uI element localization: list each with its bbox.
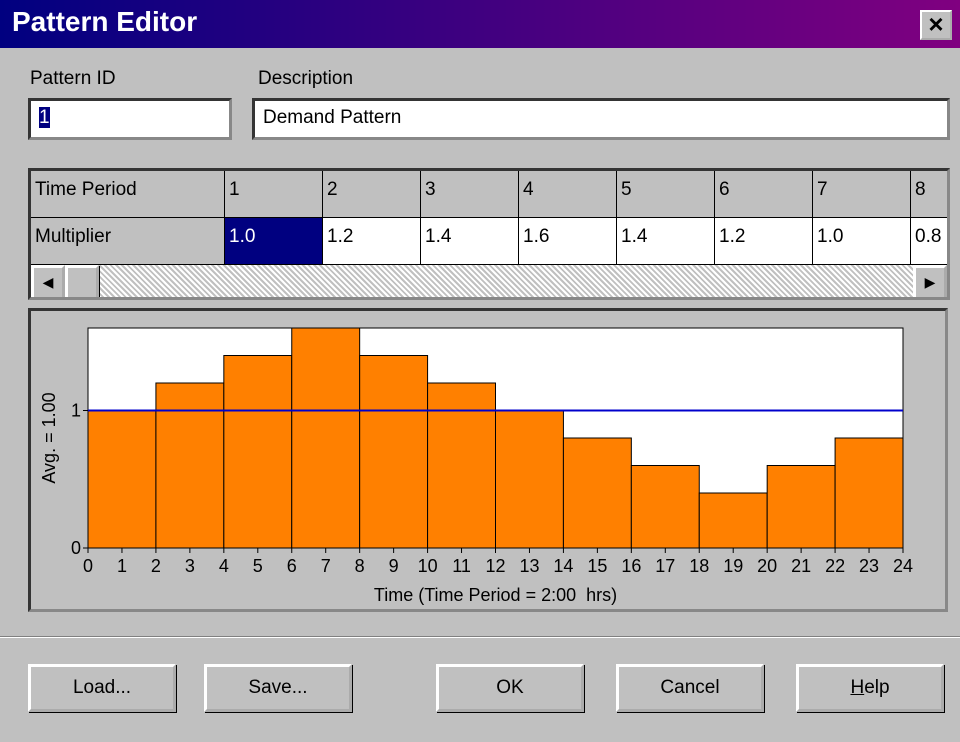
close-button[interactable]: × — [920, 10, 952, 40]
button[interactable]: Load... — [28, 664, 176, 712]
bar — [155, 382, 225, 549]
y-tick-label: 1 — [71, 401, 81, 421]
grid-cell[interactable]: 1.2 — [323, 218, 421, 265]
chart: 010 1 2 3 4 5 6 7 8 9 10 11 12 13 14 15 16 17 18 19 20 21 22 23… — [39, 327, 913, 605]
grid-cell[interactable]: 1.0 — [813, 218, 911, 265]
horizontal-scrollbar: ◀ ▶ — [31, 265, 947, 297]
bar — [630, 465, 700, 549]
x-tick-label: 13 — [519, 556, 539, 576]
grid-cell[interactable]: 0.8 — [911, 218, 947, 265]
separator — [0, 636, 960, 638]
title-bar — [0, 0, 960, 48]
scroll-thumb — [65, 265, 99, 297]
grid-column-header: 3 — [421, 171, 519, 218]
grid-cell[interactable]: 1.6 — [519, 218, 617, 265]
bar — [87, 410, 157, 549]
x-tick-label: 0 — [83, 556, 93, 576]
bar — [834, 437, 904, 549]
x-tick-label: 20 — [757, 556, 777, 576]
grid-column-header: 6 — [715, 171, 813, 218]
description-label: Description — [258, 68, 354, 89]
window-title: Pattern Editor — [12, 6, 198, 37]
bar — [359, 355, 429, 549]
x-tick-label: 10 — [418, 556, 438, 576]
x-axis-label: Time (Time Period = 2:00 hrs) — [374, 585, 617, 605]
pattern-id-input[interactable]: 1 — [28, 98, 232, 140]
x-tick-label: 11 — [452, 556, 471, 576]
x-tick-label: 23 — [859, 556, 879, 576]
chart-panel: 0 1 0 1 2 3 4 5 6 7 8 9 10 11 12 13 14 15 16 17 18 19 20 21 22 23… — [28, 308, 948, 612]
grid-column-header: 8 — [911, 171, 947, 218]
x-tick-label: 17 — [655, 556, 675, 576]
grid-row-label: Multiplier — [31, 218, 225, 265]
x-tick-label: 21 — [791, 556, 811, 576]
x-tick-label: 16 — [621, 556, 641, 576]
x-tick-label: 9 — [389, 556, 399, 576]
x-tick-label: 22 — [825, 556, 845, 576]
button[interactable]: Help — [796, 664, 944, 712]
pattern-id-label: Pattern ID — [30, 68, 116, 89]
bar — [698, 492, 768, 549]
x-tick-label: 2 — [151, 556, 161, 576]
button[interactable]: Save... — [204, 664, 352, 712]
bar — [562, 437, 632, 549]
x-tick-label: 19 — [723, 556, 743, 576]
grid-cell[interactable]: 1.2 — [715, 218, 813, 265]
grid-cell[interactable]: 1.4 — [421, 218, 519, 265]
x-tick-label: 8 — [355, 556, 365, 576]
bar — [291, 327, 361, 549]
grid-column-header: 1 — [225, 171, 323, 218]
bar — [495, 410, 564, 549]
bar — [766, 465, 836, 549]
x-tick-label: 1 — [117, 556, 127, 576]
x-tick-label: 15 — [587, 556, 607, 576]
y-tick-label: 0 — [71, 538, 81, 558]
scroll-right-button: ▶ — [913, 265, 947, 297]
button[interactable]: Cancel — [616, 664, 764, 712]
grid-cell[interactable]: 1.0 — [225, 218, 323, 265]
bar — [427, 382, 497, 549]
y-axis-label: Avg. = 1.00 — [39, 392, 59, 483]
pattern-id-value: 1 — [39, 107, 50, 128]
x-tick-label: 5 — [253, 556, 263, 576]
description-input[interactable]: Demand Pattern — [252, 98, 950, 140]
x-tick-label: 6 — [287, 556, 297, 576]
x-tick-label: 18 — [689, 556, 709, 576]
x-tick-label: 4 — [219, 556, 229, 576]
grid-column-header: 2 — [323, 171, 421, 218]
x-tick-label: 3 — [185, 556, 195, 576]
x-tick-label: 14 — [553, 556, 573, 576]
grid-column-header: 5 — [617, 171, 715, 218]
grid-column-header: 4 — [519, 171, 617, 218]
bar — [223, 355, 293, 549]
x-tick-label: 12 — [485, 556, 505, 576]
button[interactable]: OK — [436, 664, 584, 712]
grid-column-header: 7 — [813, 171, 911, 218]
x-tick-label: 24 — [893, 556, 913, 576]
scroll-left-button: ◀ — [31, 265, 65, 297]
pattern-grid: Time Period Multiplier 1 1.0 2 1.2 3 1.4 4 1.6 5 1.… — [28, 168, 950, 300]
x-tick-label: 7 — [321, 556, 331, 576]
grid-cell[interactable]: 1.4 — [617, 218, 715, 265]
grid-header-label: Time Period — [31, 171, 225, 218]
